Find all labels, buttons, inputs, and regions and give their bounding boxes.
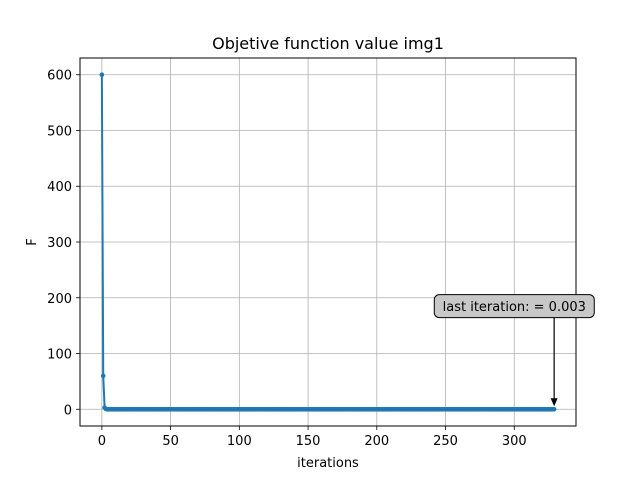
y-tick-label: 0: [64, 403, 72, 418]
annotation: last iteration: = 0.003: [433, 294, 595, 407]
x-tick-label: 100: [227, 434, 252, 449]
data-point: [551, 406, 557, 412]
x-tick-label: 300: [502, 434, 527, 449]
y-tick-label: 200: [47, 292, 72, 307]
annotation-text: last iteration: = 0.003: [443, 300, 586, 315]
data-point: [100, 373, 106, 379]
x-tick-label: 150: [296, 434, 321, 449]
x-axis-label: iterations: [297, 456, 359, 471]
annotation-box: [433, 294, 595, 319]
grid-lines: [80, 58, 576, 426]
annotation-arrow-head: [550, 398, 558, 407]
data-point: [99, 72, 105, 78]
axis-ticks: 0 50 100 150 200 250 300 0 100 200 300 400 500 600: [47, 69, 527, 449]
x-tick-label: 250: [433, 434, 458, 449]
y-tick-label: 400: [47, 180, 72, 195]
y-tick-label: 500: [47, 124, 72, 139]
chart-title: Objetive function value img1: [212, 34, 444, 53]
x-tick-label: 200: [364, 434, 389, 449]
y-tick-label: 600: [47, 69, 72, 84]
series-line: [99, 72, 557, 412]
y-tick-label: 300: [47, 236, 72, 251]
y-tick-label: 100: [47, 348, 72, 363]
x-tick-label: 50: [162, 434, 179, 449]
x-tick-label: 0: [98, 434, 106, 449]
y-axis-label: F: [25, 238, 40, 245]
